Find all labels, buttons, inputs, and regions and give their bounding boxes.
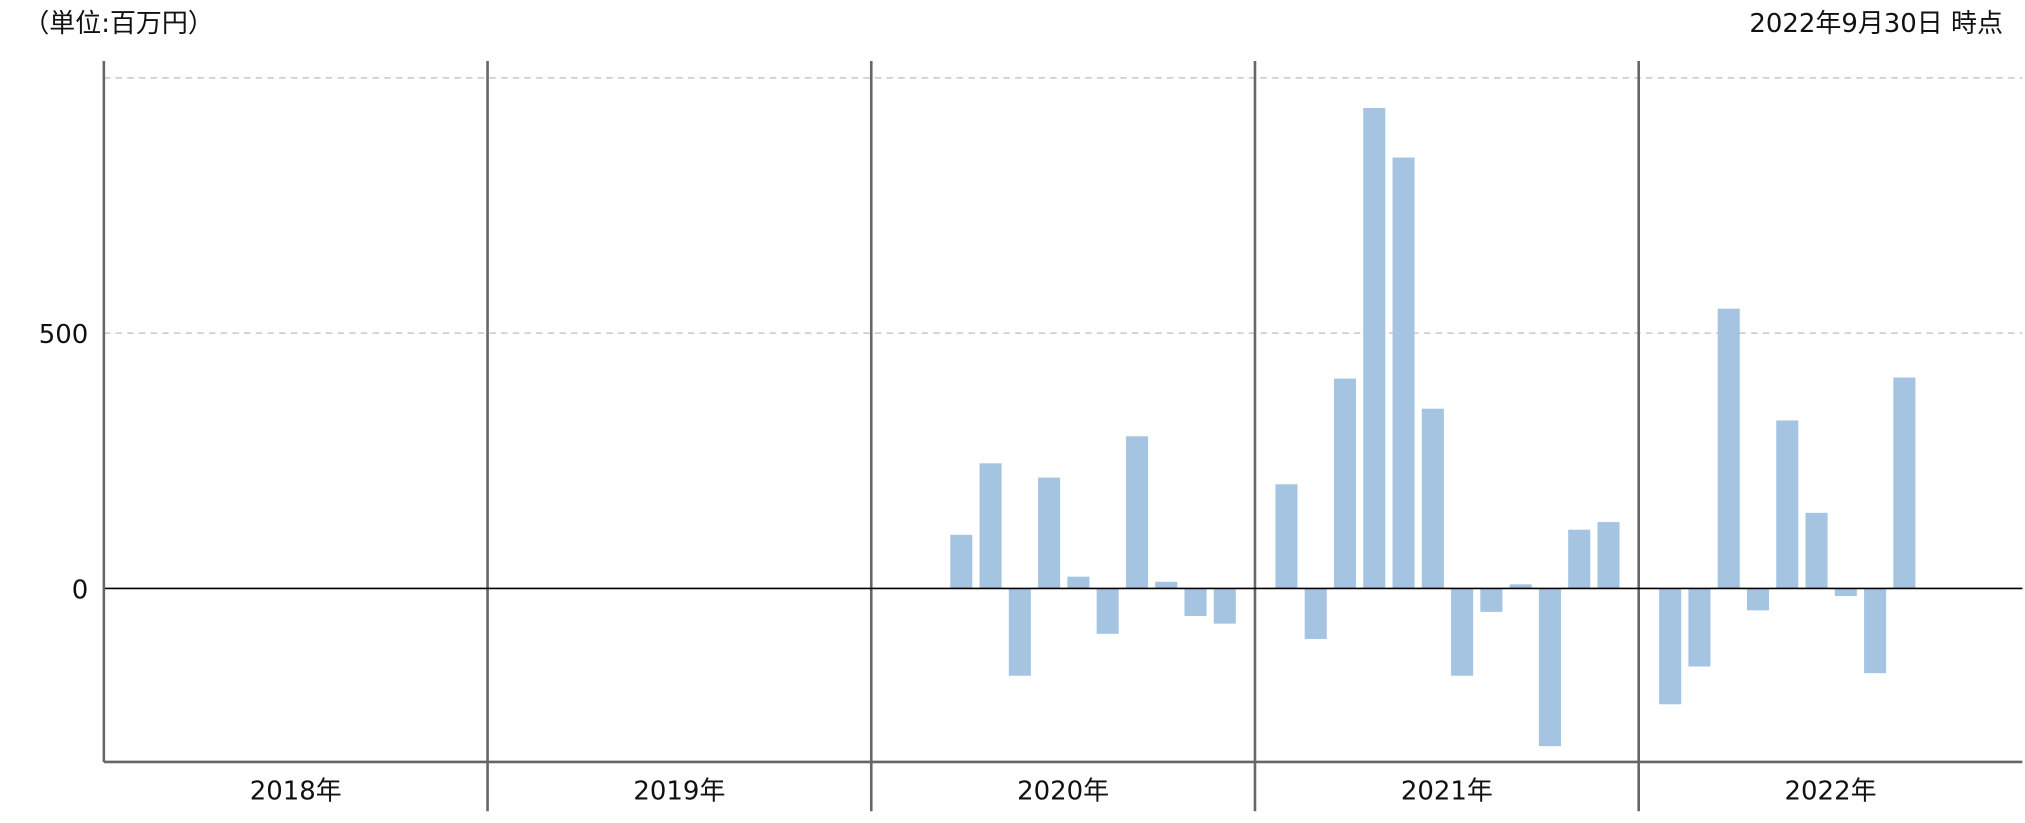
bar <box>1096 588 1119 634</box>
bar <box>1155 581 1178 589</box>
bar <box>1184 588 1207 616</box>
as-of-date: 2022年9月30日 時点 <box>1749 9 2003 39</box>
bar <box>1067 576 1090 589</box>
bar <box>1213 588 1236 624</box>
y-tick-label: 0 <box>72 576 89 606</box>
bar <box>1451 588 1474 676</box>
bar <box>1304 588 1327 639</box>
x-tick-label: 2022年 <box>1785 776 1877 806</box>
bar <box>1688 588 1711 667</box>
y-tick-label: 500 <box>39 320 89 350</box>
bar <box>1509 584 1532 589</box>
bar <box>1480 588 1503 612</box>
unit-label: （単位:百万円） <box>23 9 213 39</box>
bar <box>1568 529 1591 589</box>
x-tick-label: 2019年 <box>633 776 725 806</box>
bar <box>1363 108 1386 589</box>
bar <box>1776 420 1799 589</box>
bar <box>1125 436 1148 589</box>
bar <box>1746 588 1770 611</box>
bar <box>1893 377 1916 589</box>
bar <box>1038 477 1061 589</box>
x-tick-label: 2021年 <box>1401 776 1493 806</box>
bar <box>1864 588 1887 674</box>
bar <box>1805 512 1828 589</box>
x-tick-label: 2018年 <box>250 776 342 806</box>
x-tick-label: 2020年 <box>1017 776 1109 806</box>
bar <box>950 534 973 589</box>
bar <box>1392 157 1415 589</box>
bar <box>1717 308 1740 589</box>
bar <box>1659 588 1682 705</box>
bar <box>1597 522 1620 589</box>
bar <box>1538 588 1561 747</box>
bar <box>1834 588 1857 597</box>
bar <box>1008 588 1031 676</box>
bar <box>979 463 1002 589</box>
bar <box>1333 378 1357 589</box>
bar <box>1421 408 1444 589</box>
bar <box>1275 484 1298 589</box>
